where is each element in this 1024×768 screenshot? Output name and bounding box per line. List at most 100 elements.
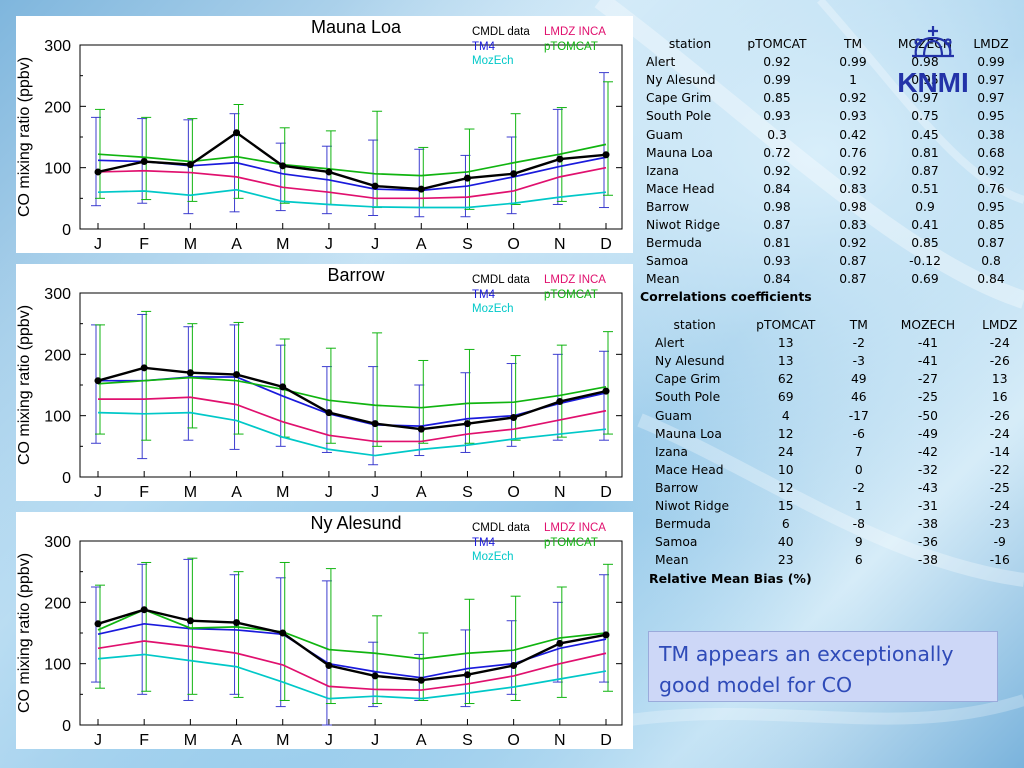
x-tick-label: M xyxy=(184,484,197,501)
correlations-station-cell: Barrow xyxy=(646,199,690,214)
bias-row: Alert 13 -2 -41 -24 xyxy=(655,334,1024,352)
x-tick-label: J xyxy=(325,484,333,501)
bias-row: Guam 4 -17 -50 -26 xyxy=(655,406,1024,424)
bias-value-cell: 12 xyxy=(777,426,794,441)
x-tick-label: F xyxy=(139,732,149,749)
correlations-value-cell: 0.92 xyxy=(763,55,791,70)
legend-entry: pTOMCAT xyxy=(544,537,598,549)
correlations-value-cell: 0.97 xyxy=(977,73,1005,88)
x-tick-label: J xyxy=(94,732,102,749)
correlations-header-ptomcat: pTOMCAT xyxy=(747,37,807,52)
correlations-value-cell: 0.76 xyxy=(839,145,867,160)
bias-header-lmdz: LMDZ xyxy=(982,318,1018,333)
y-tick-label: 300 xyxy=(44,286,71,303)
data-point xyxy=(556,398,564,406)
legend-entry: MozEch xyxy=(472,55,514,67)
correlations-station-cell: Guam xyxy=(646,127,683,142)
x-tick-label: O xyxy=(507,484,519,501)
legend-entry: MozEch xyxy=(472,303,514,315)
correlations-value-cell: 0.93 xyxy=(763,254,791,269)
bias-value-cell: -43 xyxy=(917,480,938,495)
x-tick-label: J xyxy=(325,236,333,253)
correlations-value-cell: 0.72 xyxy=(763,145,791,160)
correlations-header-mozech: MOZECH xyxy=(897,37,953,52)
bias-value-cell: -25 xyxy=(989,480,1010,495)
bias-value-cell: -41 xyxy=(917,354,938,369)
data-point xyxy=(186,617,194,625)
knmi-logo-text: KNMI xyxy=(897,67,969,98)
correlations-row: Cape Grim 0.85 0.92 0.97 0.97 xyxy=(646,89,1018,107)
bias-value-cell: -26 xyxy=(989,354,1010,369)
data-point xyxy=(94,168,102,176)
data-point xyxy=(94,377,102,385)
bias-value-cell: -2 xyxy=(852,480,865,495)
correlations-value-cell: 0.84 xyxy=(763,272,791,287)
series-line-lmdz-inca xyxy=(97,640,607,691)
legend-entry: TM4 xyxy=(472,289,496,301)
correlations-value-cell: 0.85 xyxy=(911,236,939,251)
x-tick-label: S xyxy=(462,732,473,749)
data-point xyxy=(371,420,379,428)
y-axis-label: CO mixing ratio (ppbv) xyxy=(16,553,33,713)
x-tick-label: M xyxy=(184,236,197,253)
bias-value-cell: -26 xyxy=(989,408,1010,423)
chart-title: Mauna Loa xyxy=(311,17,402,37)
series-line-ptomcat xyxy=(97,143,607,177)
y-tick-label: 0 xyxy=(62,222,71,239)
legend-entry: LMDZ INCA xyxy=(544,26,606,38)
bias-row: Bermuda 6 -8 -38 -23 xyxy=(655,515,1024,533)
x-tick-label: S xyxy=(462,484,473,501)
correlations-row: Ny Alesund 0.99 1 0.95 0.97 xyxy=(646,71,1018,89)
bias-value-cell: -17 xyxy=(848,408,869,423)
bias-value-cell: -31 xyxy=(917,498,938,513)
data-point xyxy=(371,182,379,190)
x-tick-label: D xyxy=(600,484,612,501)
correlations-caption: Correlations coefficients xyxy=(640,289,812,304)
bias-value-cell: -41 xyxy=(917,336,938,351)
bias-value-cell: 49 xyxy=(850,372,867,387)
correlations-value-cell: 0.99 xyxy=(839,55,867,70)
correlations-value-cell: 0.45 xyxy=(911,127,939,142)
correlations-row: Niwot Ridge 0.87 0.83 0.41 0.85 xyxy=(646,216,1018,234)
y-tick-label: 100 xyxy=(44,409,71,426)
series-line-cmdl-data xyxy=(97,131,607,191)
x-tick-label: J xyxy=(371,484,379,501)
bias-row: Ny Alesund 13 -3 -41 -26 xyxy=(655,352,1024,370)
series-line-cmdl-data xyxy=(97,608,607,682)
bias-value-cell: -38 xyxy=(917,553,938,568)
correlations-value-cell: 0.92 xyxy=(977,163,1005,178)
legend-entry: CMDL data xyxy=(472,522,530,534)
x-tick-label: N xyxy=(554,732,566,749)
x-tick-label: F xyxy=(139,484,149,501)
bias-value-cell: 12 xyxy=(777,480,794,495)
bias-station-cell: Mean xyxy=(655,553,689,568)
correlations-row: Mean 0.84 0.87 0.69 0.84 xyxy=(646,270,1018,288)
x-tick-label: J xyxy=(94,236,102,253)
bias-header-tm: TM xyxy=(849,318,868,333)
legend-entry: pTOMCAT xyxy=(544,41,598,53)
series-line-mozech xyxy=(97,411,607,457)
bias-value-cell: -8 xyxy=(852,517,865,532)
data-point xyxy=(279,383,287,391)
correlations-row: Samoa 0.93 0.87 -0.12 0.8 xyxy=(646,252,1018,270)
bias-station-cell: Samoa xyxy=(655,535,698,550)
bias-value-cell: -25 xyxy=(917,390,938,405)
x-tick-label: A xyxy=(231,732,242,749)
series-line-ptomcat xyxy=(97,376,607,409)
bias-row: Izana 24 7 -42 -14 xyxy=(655,443,1024,461)
data-point xyxy=(510,170,518,178)
bias-station-cell: Mauna Loa xyxy=(655,426,722,441)
data-point xyxy=(510,414,518,422)
correlations-row: Izana 0.92 0.92 0.87 0.92 xyxy=(646,162,1018,180)
correlations-value-cell: -0.12 xyxy=(909,254,941,269)
x-tick-label: A xyxy=(231,484,242,501)
correlations-value-cell: 0.99 xyxy=(763,73,791,88)
bias-station-cell: South Pole xyxy=(655,390,721,405)
bias-station-cell: Guam xyxy=(655,408,692,423)
data-point xyxy=(463,420,471,428)
data-point xyxy=(602,151,610,159)
bias-value-cell: -50 xyxy=(917,408,938,423)
data-point xyxy=(186,369,194,377)
correlations-value-cell: 0.97 xyxy=(977,91,1005,106)
correlations-value-cell: 0.76 xyxy=(977,181,1005,196)
